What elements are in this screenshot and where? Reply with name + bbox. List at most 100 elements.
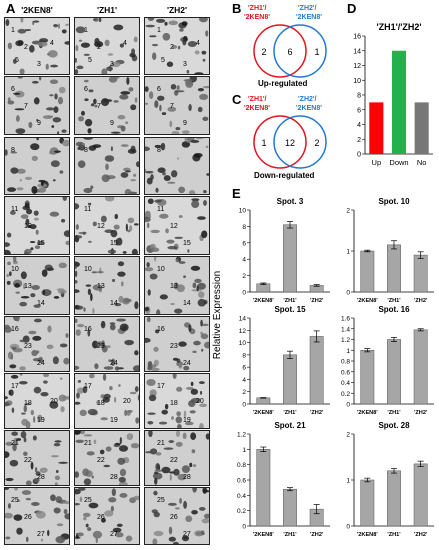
gel-spot <box>89 374 95 379</box>
bar <box>413 254 428 293</box>
gel-spot <box>127 217 135 224</box>
gel-spot <box>6 232 12 238</box>
gel-spot-label: 16 <box>84 326 92 333</box>
chart-title: 'ZH1'/'ZH2' <box>376 22 421 32</box>
venn-down-right-label-2: '2KEN8' <box>296 105 322 112</box>
gel-spot <box>15 128 26 134</box>
gel-spot <box>192 350 197 354</box>
gel-spot <box>80 431 85 435</box>
gel-spot <box>150 367 160 371</box>
gel-spot <box>75 289 80 294</box>
gel-spot-label: 15 <box>183 240 191 247</box>
y-tick-label: 2 <box>346 432 350 439</box>
chart-title: Spot. 10 <box>378 198 410 206</box>
venn-down-right-only: 2 <box>314 138 319 148</box>
gel-spot <box>19 68 25 74</box>
gel-spot-label: 7 <box>170 103 174 110</box>
gel-spot <box>90 103 95 107</box>
gel-spot <box>52 179 56 182</box>
gel-spot <box>154 144 162 148</box>
gel-spot <box>124 188 132 194</box>
gel-spot <box>153 530 164 537</box>
gel-spot <box>15 40 24 47</box>
gel-spot <box>148 35 157 38</box>
y-tick-label: 2 <box>242 389 246 396</box>
gel-spot <box>31 502 40 506</box>
gel-spot <box>15 115 20 122</box>
gel-spot-label: 21 <box>11 440 19 447</box>
gel-spot <box>75 401 81 405</box>
gel-spot <box>167 181 176 184</box>
gel-spot <box>191 449 196 454</box>
gel-spot <box>61 218 66 223</box>
gel-spot <box>113 24 124 31</box>
gel-spot <box>75 439 85 443</box>
gel-spot <box>83 53 90 56</box>
gel-spot <box>102 99 113 103</box>
gel-spot <box>17 77 23 79</box>
y-tick-label: 10 <box>239 340 247 347</box>
gel-spot <box>84 98 89 102</box>
gel-spot <box>153 359 159 366</box>
gel-spot-label: 21 <box>84 440 92 447</box>
y-tick-label: 1.4 <box>341 326 350 333</box>
gel-spot-label: 8 <box>157 147 161 154</box>
gel-spot <box>78 116 84 122</box>
gel-spot <box>16 317 20 322</box>
y-tick-label: 0 <box>346 524 350 531</box>
gel-spot <box>188 190 196 194</box>
e-ylabel: Relative Expression <box>212 270 223 360</box>
gel-spot <box>9 364 17 369</box>
gel-spot <box>77 532 84 537</box>
gel-spot <box>174 90 185 93</box>
gel-spot <box>103 464 111 468</box>
gel-spot <box>53 23 59 28</box>
gel-spot <box>96 400 100 405</box>
y-tick-label: 1.2 <box>341 337 350 344</box>
bar <box>360 250 375 293</box>
venn-down-caption: Down-regulated <box>254 171 315 180</box>
gel-spots-image: 21 22 28 <box>75 431 139 485</box>
gel-spot <box>87 527 92 532</box>
gel-spot <box>5 402 10 407</box>
y-tick-label: 14 <box>353 48 361 55</box>
gel-spot <box>92 530 103 539</box>
gel-spot <box>165 228 169 234</box>
gel-spot-label: 25 <box>84 497 92 504</box>
gel-spot <box>47 529 50 537</box>
y-tick-label: 1 <box>346 249 350 256</box>
gel-panel: 6 7 9 <box>4 76 70 135</box>
gel-spot-label: 27 <box>183 531 191 538</box>
gel-spot <box>188 324 192 332</box>
gel-spot <box>9 459 19 467</box>
x-tick-label: No <box>417 158 427 167</box>
gel-spot <box>29 240 36 244</box>
gel-spot <box>172 357 179 361</box>
gel-spot-label: 4 <box>123 40 127 47</box>
gel-spot <box>16 187 24 191</box>
gel-spot <box>92 307 95 314</box>
chart-e-spot-21: Spot. 21 0 0.2 0.4 0.6 0.8 1 1.2 '2KEN8' 'ZH1' 'ZH… <box>237 421 330 538</box>
gel-spot <box>176 284 185 293</box>
gel-spot <box>145 337 151 343</box>
gel-spot-label: 17 <box>157 383 165 390</box>
gel-spots-image: 11 12 15 <box>145 197 209 254</box>
gel-spot <box>5 19 10 27</box>
gel-spot <box>58 86 66 94</box>
gel-spot <box>176 386 183 392</box>
gel-spot <box>10 374 19 379</box>
gel-spot <box>152 472 163 480</box>
gel-spot <box>192 488 197 493</box>
gel-spot <box>114 366 120 371</box>
gel-spot <box>118 384 121 387</box>
gel-spot <box>110 146 113 152</box>
gel-panel: 21 22 28 <box>144 430 210 486</box>
gel-spot <box>5 441 14 446</box>
gel-spot <box>133 173 137 177</box>
gel-spot <box>201 323 209 327</box>
gel-spot <box>53 507 61 514</box>
gel-spot-label: 23 <box>170 343 178 350</box>
gel-spot-label: 6 <box>157 86 161 93</box>
venn-up-right-only: 1 <box>314 47 319 57</box>
gel-spot <box>22 283 26 290</box>
